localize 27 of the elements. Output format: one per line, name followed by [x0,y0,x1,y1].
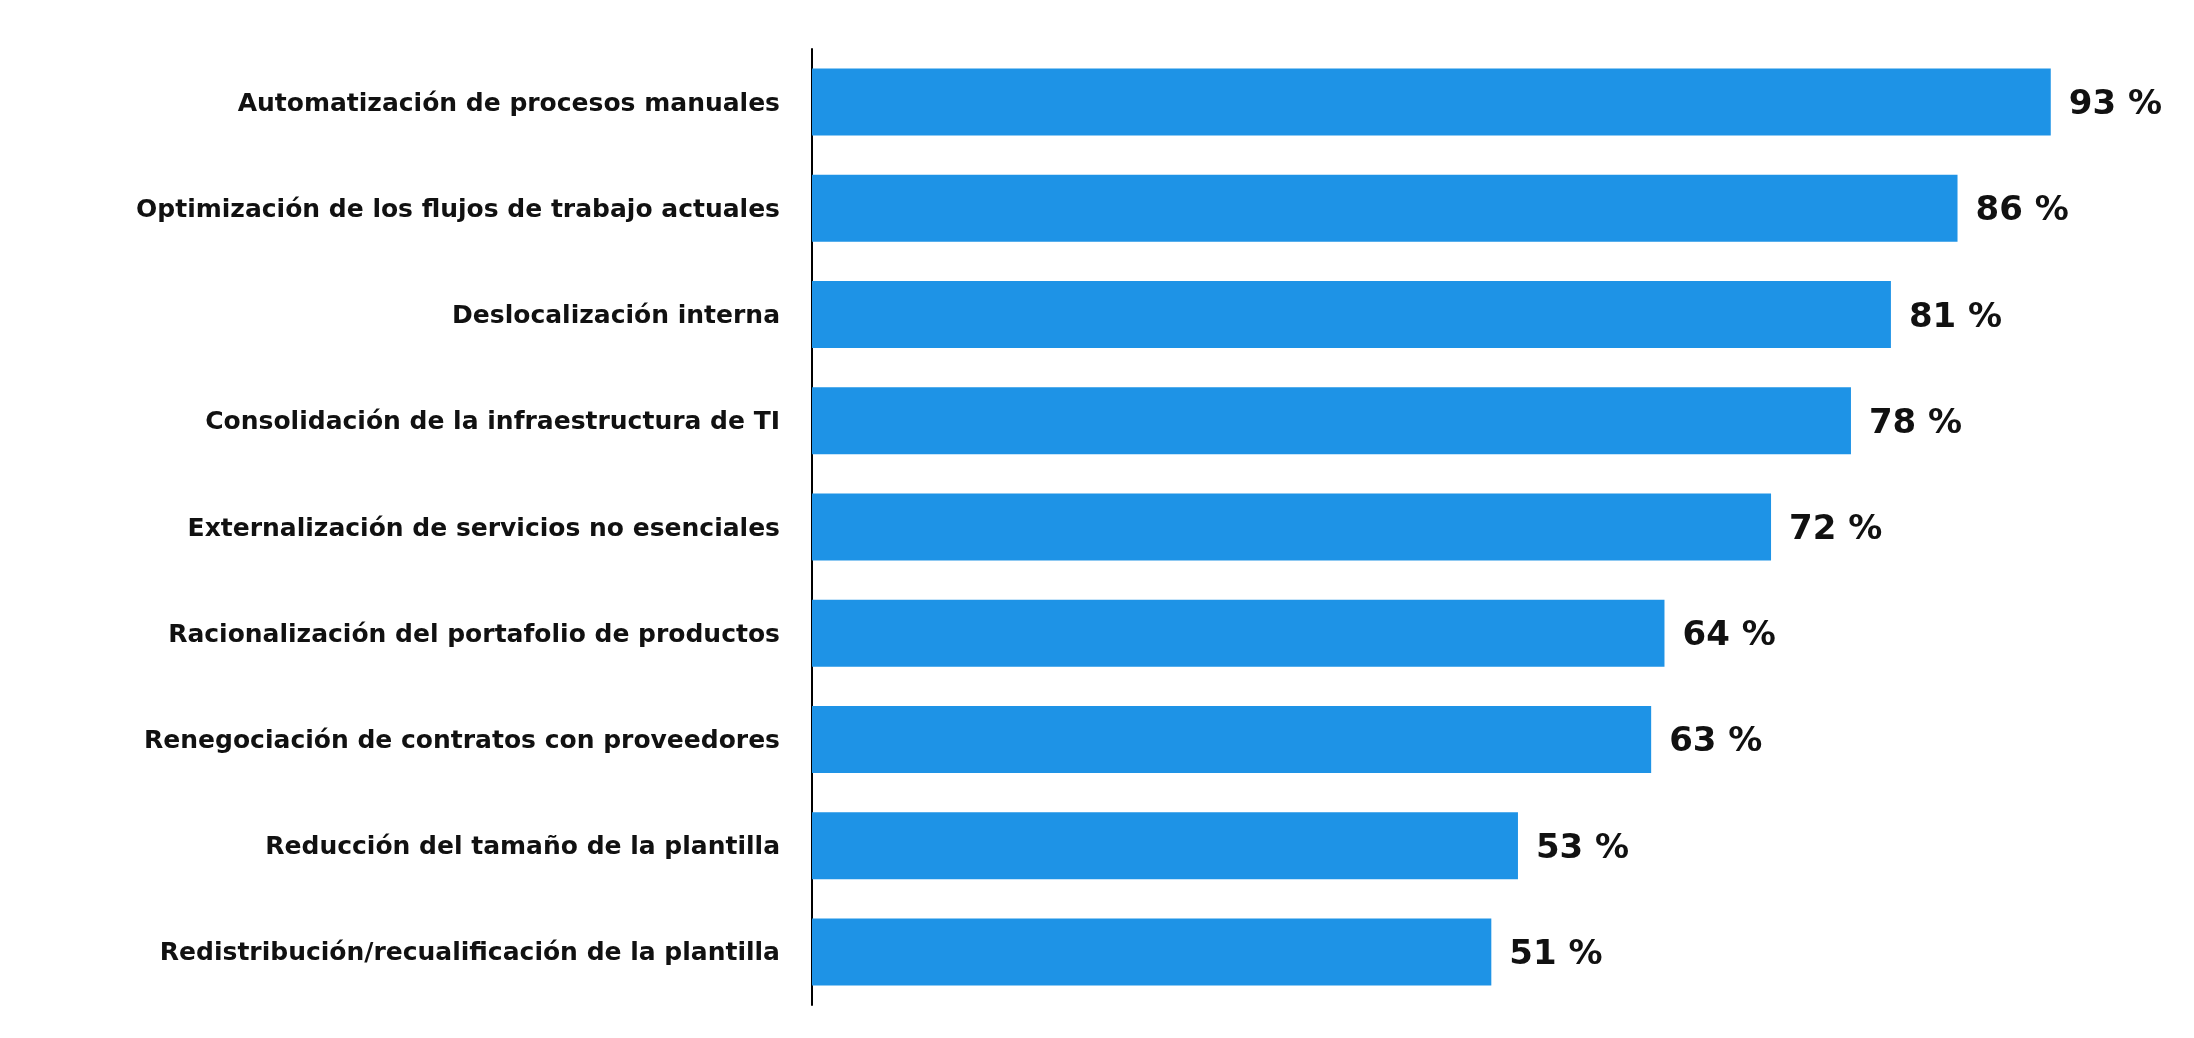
data-label: 63 % [1669,719,1763,760]
data-label: 93 % [2068,82,2162,123]
bar [812,68,2051,136]
bar [812,174,1958,242]
bar [812,918,1492,986]
bar [812,387,1851,455]
y-tick-label: Optimización de los flujos de trabajo actuales [136,193,780,223]
data-label: 86 % [1975,188,2069,229]
y-tick-label: Reducción del tamaño de la plantilla [265,831,780,861]
y-tick-label: Consolidación de la infraestructura de TI [205,406,780,436]
bar [812,705,1652,773]
y-tick-label: Racionalización del portafolio de productos [168,618,780,648]
bar [812,281,1891,349]
y-tick-label: Deslocalización interna [452,300,780,330]
data-label: 81 % [1908,294,2003,335]
y-tick-label: Renegociación de contratos con proveedores [144,724,780,754]
data-label: 53 % [1535,825,1630,866]
y-tick-label: Redistribución/recualificación de la plantilla [159,937,780,967]
bar [812,599,1665,667]
data-label: 78 % [1868,400,1963,441]
data-label: 72 % [1789,507,1883,547]
y-tick-label: Externalización de servicios no esenciales [187,512,780,542]
bar [812,493,1772,561]
y-tick-label: Automatización de procesos manuales [237,87,780,117]
data-label: 51 % [1509,931,1603,972]
bar [812,812,1518,880]
data-label: 64 % [1682,613,1776,654]
